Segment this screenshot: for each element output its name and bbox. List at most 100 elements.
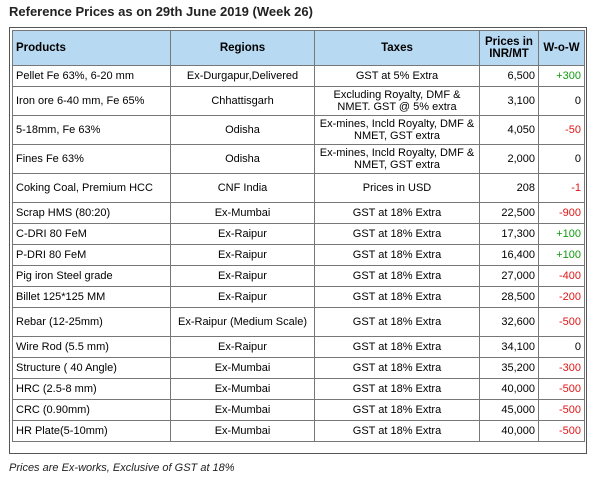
product-cell: HRC (2.5-8 mm) xyxy=(12,378,171,400)
table-row: P-DRI 80 FeM Ex-Raipur GST at 18% Extra 16,… xyxy=(12,244,585,266)
product-cell: Coking Coal, Premium HCC xyxy=(12,173,171,203)
table-row: Wire Rod (5.5 mm) Ex-Raipur GST at 18% Ext… xyxy=(12,336,585,358)
region-cell: Ex-Mumbai xyxy=(170,399,315,421)
product-cell: C-DRI 80 FeM xyxy=(12,223,171,245)
wow-cell: -500 xyxy=(538,307,585,337)
price-cell: 45,000 xyxy=(479,399,539,421)
tax-cell: GST at 18% Extra xyxy=(314,202,480,224)
product-cell: Pig iron Steel grade xyxy=(12,265,171,287)
tax-cell: GST at 18% Extra xyxy=(314,286,480,308)
product-cell: HR Plate(5-10mm) xyxy=(12,420,171,442)
product-cell: Scrap HMS (80:20) xyxy=(12,202,171,224)
wow-cell: 0 xyxy=(538,336,585,358)
region-cell: Odisha xyxy=(170,115,315,145)
price-cell: 35,200 xyxy=(479,357,539,379)
header-wow: W-o-W xyxy=(538,30,585,66)
tax-cell: GST at 18% Extra xyxy=(314,307,480,337)
wow-cell: 0 xyxy=(538,86,585,116)
region-cell: Chhattisgarh xyxy=(170,86,315,116)
wow-cell: +100 xyxy=(538,223,585,245)
table-row: Pig iron Steel grade Ex-Raipur GST at 18% … xyxy=(12,265,585,287)
region-cell: Ex-Mumbai xyxy=(170,202,315,224)
price-cell: 22,500 xyxy=(479,202,539,224)
table-row: Fines Fe 63% Odisha Ex-mines, Incld Royalt… xyxy=(12,144,585,174)
region-cell: CNF India xyxy=(170,173,315,203)
table-header-row: Products Regions Taxes Prices in INR/MT … xyxy=(12,30,585,66)
price-cell: 6,500 xyxy=(479,65,539,87)
price-table-frame: Products Regions Taxes Prices in INR/MT … xyxy=(9,27,587,454)
table-row: HRC (2.5-8 mm) Ex-Mumbai GST at 18% Extra 4… xyxy=(12,378,585,400)
table-row: Scrap HMS (80:20) Ex-Mumbai GST at 18% Ext… xyxy=(12,202,585,224)
product-cell: Wire Rod (5.5 mm) xyxy=(12,336,171,358)
table-row: Iron ore 6-40 mm, Fe 65% Chhattisgarh Excl… xyxy=(12,86,585,116)
tax-cell: Ex-mines, Incld Royalty, DMF & NMET, GST… xyxy=(314,115,480,145)
table-row: Pellet Fe 63%, 6-20 mm Ex-Durgapur,Delive… xyxy=(12,65,585,87)
price-cell: 40,000 xyxy=(479,378,539,400)
wow-cell: +300 xyxy=(538,65,585,87)
footnote: Prices are Ex-works, Exclusive of GST at… xyxy=(9,462,235,474)
wow-cell: -900 xyxy=(538,202,585,224)
table-row: CRC (0.90mm) Ex-Mumbai GST at 18% Extra 45,… xyxy=(12,399,585,421)
product-cell: CRC (0.90mm) xyxy=(12,399,171,421)
product-cell: P-DRI 80 FeM xyxy=(12,244,171,266)
product-cell: Fines Fe 63% xyxy=(12,144,171,174)
wow-cell: 0 xyxy=(538,144,585,174)
tax-cell: GST at 18% Extra xyxy=(314,378,480,400)
region-cell: Ex-Durgapur,Delivered xyxy=(170,65,315,87)
header-regions: Regions xyxy=(170,30,315,66)
wow-cell: -400 xyxy=(538,265,585,287)
price-cell: 208 xyxy=(479,173,539,203)
page-title: Reference Prices as on 29th June 2019 (W… xyxy=(9,4,313,19)
product-cell: Structure ( 40 Angle) xyxy=(12,357,171,379)
price-cell: 32,600 xyxy=(479,307,539,337)
product-cell: Iron ore 6-40 mm, Fe 65% xyxy=(12,86,171,116)
tax-cell: GST at 18% Extra xyxy=(314,336,480,358)
tax-cell: Ex-mines, Incld Royalty, DMF & NMET, GST… xyxy=(314,144,480,174)
tax-cell: GST at 18% Extra xyxy=(314,265,480,287)
price-table: Products Regions Taxes Prices in INR/MT … xyxy=(12,30,585,442)
wow-cell: +100 xyxy=(538,244,585,266)
price-cell: 27,000 xyxy=(479,265,539,287)
wow-cell: -500 xyxy=(538,399,585,421)
tax-cell: GST at 18% Extra xyxy=(314,244,480,266)
region-cell: Ex-Mumbai xyxy=(170,357,315,379)
price-cell: 2,000 xyxy=(479,144,539,174)
wow-cell: -500 xyxy=(538,420,585,442)
table-row: Rebar (12-25mm) Ex-Raipur (Medium Scale) G… xyxy=(12,307,585,337)
region-cell: Ex-Raipur xyxy=(170,286,315,308)
wow-cell: -1 xyxy=(538,173,585,203)
region-cell: Ex-Raipur xyxy=(170,336,315,358)
region-cell: Ex-Raipur xyxy=(170,244,315,266)
product-cell: 5-18mm, Fe 63% xyxy=(12,115,171,145)
header-taxes: Taxes xyxy=(314,30,480,66)
region-cell: Ex-Raipur xyxy=(170,223,315,245)
region-cell: Ex-Raipur xyxy=(170,265,315,287)
wow-cell: -200 xyxy=(538,286,585,308)
table-row: 5-18mm, Fe 63% Odisha Ex-mines, Incld Roya… xyxy=(12,115,585,145)
region-cell: Odisha xyxy=(170,144,315,174)
price-cell: 34,100 xyxy=(479,336,539,358)
tax-cell: GST at 18% Extra xyxy=(314,357,480,379)
header-products: Products xyxy=(12,30,171,66)
price-cell: 28,500 xyxy=(479,286,539,308)
product-cell: Billet 125*125 MM xyxy=(12,286,171,308)
region-cell: Ex-Raipur (Medium Scale) xyxy=(170,307,315,337)
wow-cell: -50 xyxy=(538,115,585,145)
table-row: Billet 125*125 MM Ex-Raipur GST at 18% Ext… xyxy=(12,286,585,308)
tax-cell: GST at 18% Extra xyxy=(314,420,480,442)
wow-cell: -300 xyxy=(538,357,585,379)
table-row: C-DRI 80 FeM Ex-Raipur GST at 18% Extra 17,… xyxy=(12,223,585,245)
price-cell: 4,050 xyxy=(479,115,539,145)
price-cell: 40,000 xyxy=(479,420,539,442)
price-cell: 16,400 xyxy=(479,244,539,266)
table-row: Structure ( 40 Angle) Ex-Mumbai GST at 18%… xyxy=(12,357,585,379)
tax-cell: GST at 18% Extra xyxy=(314,223,480,245)
product-cell: Pellet Fe 63%, 6-20 mm xyxy=(12,65,171,87)
region-cell: Ex-Mumbai xyxy=(170,378,315,400)
table-row: HR Plate(5-10mm) Ex-Mumbai GST at 18% Extr… xyxy=(12,420,585,442)
tax-cell: GST at 18% Extra xyxy=(314,399,480,421)
price-cell: 17,300 xyxy=(479,223,539,245)
tax-cell: Excluding Royalty, DMF & NMET. GST @ 5% … xyxy=(314,86,480,116)
table-body: Pellet Fe 63%, 6-20 mm Ex-Durgapur,Delive… xyxy=(12,65,585,442)
header-prices: Prices in INR/MT xyxy=(479,30,539,66)
